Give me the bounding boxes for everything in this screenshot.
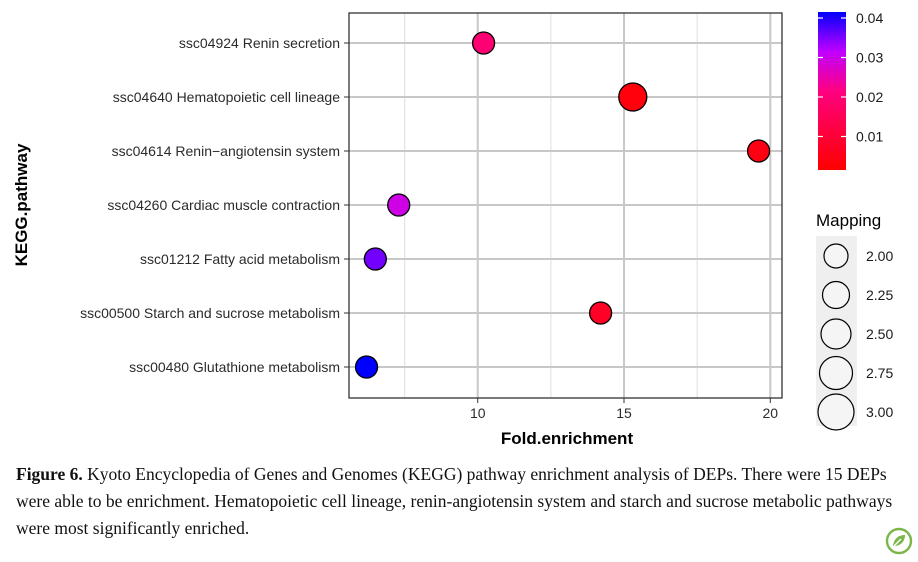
data-point: [588, 301, 613, 325]
colorbar-label: 0.04: [856, 10, 883, 26]
x-tick-label: 20: [763, 405, 779, 421]
colorbar-label: 0.01: [856, 129, 883, 145]
y-tick-label: ssc01212 Fatty acid metabolism: [140, 251, 340, 267]
size-legend-label: 3.00: [866, 404, 893, 420]
size-legend-circle: [820, 318, 852, 350]
size-legend-label: 2.75: [866, 365, 893, 381]
size-legend-circle: [821, 280, 851, 310]
y-tick-label: ssc04924 Renin secretion: [179, 35, 340, 51]
y-tick-label: ssc04260 Cardiac muscle contraction: [107, 197, 340, 213]
x-axis-ticks: 10 15 20: [470, 398, 778, 421]
size-legend-circle: [823, 243, 849, 269]
y-axis-title: KEGG.pathway: [12, 143, 31, 266]
size-legend-label: 2.00: [866, 248, 893, 264]
journal-leaf-logo-icon: [885, 527, 913, 555]
mapping-size-legend: Mapping 2.00 2.25 2.50 2.75 3.00: [816, 211, 893, 431]
y-tick-label: ssc04614 Renin−angiotensin system: [112, 143, 340, 159]
size-legend-title: Mapping: [816, 211, 881, 230]
data-point: [746, 139, 771, 163]
data-point: [387, 193, 411, 217]
pvalue-colorbar: 0.04 0.03 0.02 0.01: [818, 10, 883, 170]
colorbar-gradient: [818, 12, 846, 170]
data-point: [363, 247, 387, 271]
size-legend-label: 2.50: [866, 326, 893, 342]
y-tick-label: ssc00480 Glutathione metabolism: [129, 359, 340, 375]
caption-label: Figure 6.: [16, 464, 83, 484]
size-legend-label: 2.25: [866, 287, 893, 303]
data-point: [471, 31, 496, 55]
kegg-enrichment-chart: ssc04924 Renin secretion ssc04640 Hematop…: [12, 10, 893, 448]
x-tick-label: 15: [616, 405, 632, 421]
data-points: [354, 31, 771, 379]
x-axis-title: Fold.enrichment: [501, 429, 634, 448]
caption-text: Kyoto Encyclopedia of Genes and Genomes …: [16, 464, 893, 538]
figure-caption: Figure 6. Kyoto Encyclopedia of Genes an…: [16, 461, 906, 542]
data-point: [354, 355, 379, 379]
colorbar-label: 0.03: [856, 50, 883, 66]
grid-lines: [349, 13, 782, 398]
size-legend-circle: [818, 355, 854, 391]
y-tick-label: ssc04640 Hematopoietic cell lineage: [113, 89, 340, 105]
y-tick-label: ssc00500 Starch and sucrose metabolism: [80, 305, 340, 321]
colorbar-label: 0.02: [856, 89, 883, 105]
size-legend-circle: [817, 393, 855, 431]
data-point: [618, 82, 648, 112]
x-tick-label: 10: [470, 405, 486, 421]
y-axis-ticks: ssc04924 Renin secretion ssc04640 Hematop…: [80, 35, 349, 375]
